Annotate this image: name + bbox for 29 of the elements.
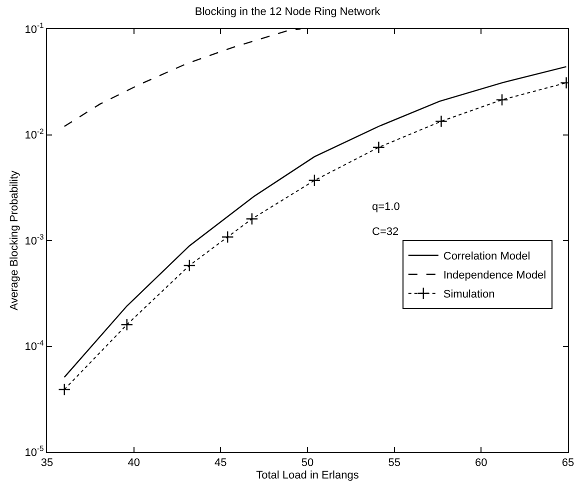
chart-title: Blocking in the 12 Node Ring Network [194,6,381,18]
y-tick-label: 10$^{-3}$ [24,232,44,248]
x-tick-label: 60 [475,457,488,470]
x-axis-title: Total Load in Erlangs [256,469,360,482]
y-tick-label: 10$^{-2}$ [24,126,44,142]
x-tick-label: 40 [128,457,140,470]
x-tick-label: 55 [388,457,400,470]
y-axis-title: Average Blocking Probability [8,170,20,310]
x-tick-label: 45 [214,457,227,470]
y-tick-label: 10$^{-4}$ [24,338,45,354]
point [246,212,258,226]
point [183,259,196,272]
x-tick-label: 50 [301,457,314,470]
annotation: C=32 [372,226,399,238]
y-tick-label: 10$^{-5}$ [24,444,44,459]
point [58,383,71,396]
annotation: q=1.0 [372,201,400,213]
y-tick-label: 10$^{-1}$ [24,21,44,36]
point [372,141,385,154]
point [221,230,234,244]
point [120,318,134,331]
point [435,115,448,128]
point [308,174,321,187]
legend-label: Simulation [443,288,495,301]
legend-label: Correlation Model [443,250,530,263]
legend-label: Independence Model [443,270,546,282]
x-tick-label: 65 [562,457,574,470]
x-tick-label: 35 [40,457,54,470]
point [496,94,508,106]
